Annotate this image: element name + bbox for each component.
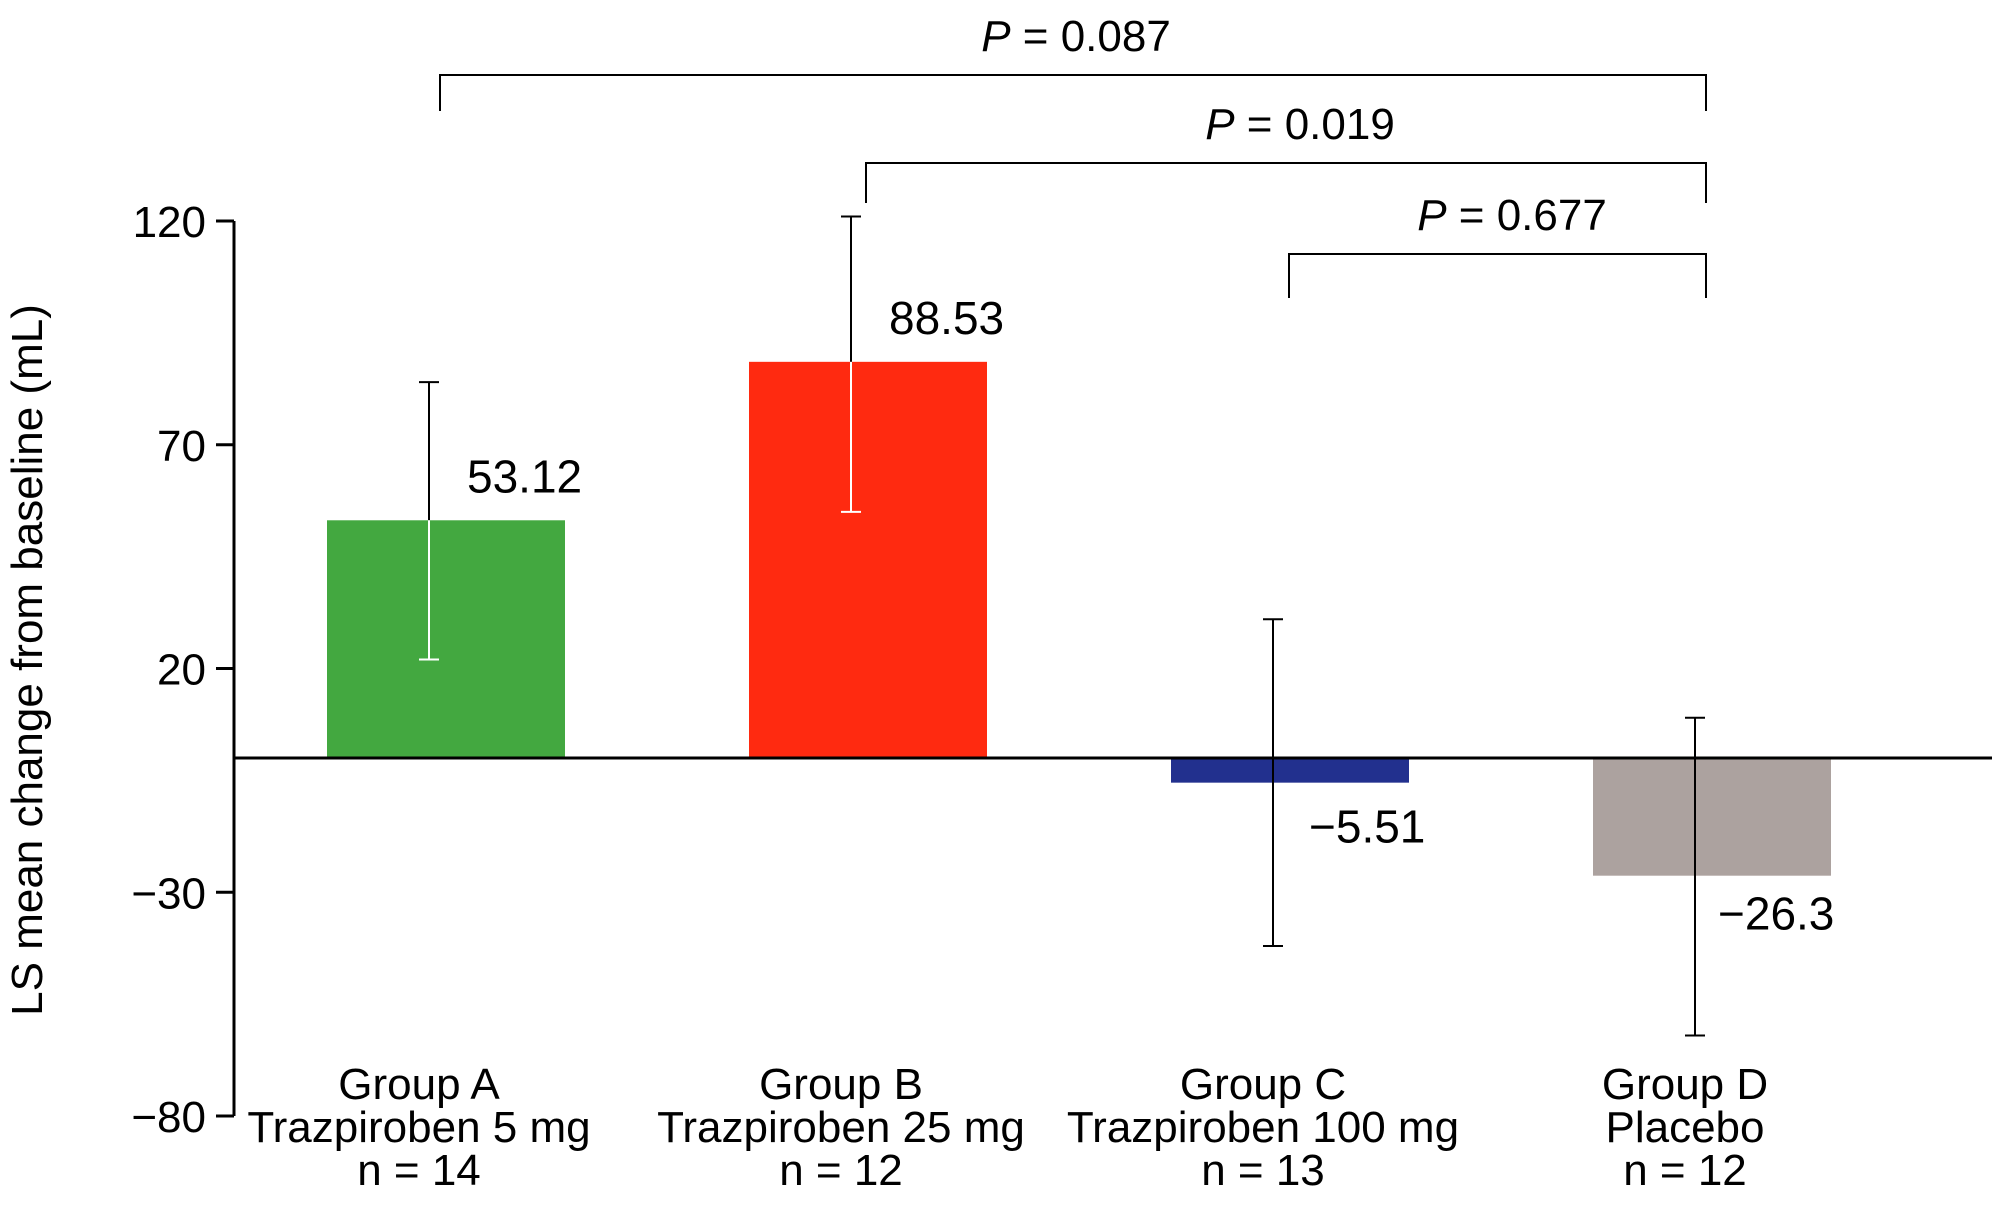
y-tick-label: −30 xyxy=(131,869,206,918)
category-label: n = 12 xyxy=(1623,1146,1747,1195)
p-symbol: P xyxy=(1417,191,1447,240)
bar xyxy=(749,361,987,758)
p-value: = 0.019 xyxy=(1235,100,1395,149)
axes: −80 −30 20 70 120 xyxy=(131,198,1992,1142)
category-label: n = 13 xyxy=(1201,1146,1325,1195)
category-label: Group C xyxy=(1180,1060,1346,1109)
category-label: Group A xyxy=(338,1060,500,1109)
error-bars xyxy=(419,215,1705,1037)
bar xyxy=(1593,758,1831,876)
y-tick-label: 20 xyxy=(157,646,206,695)
p-value-label: P = 0.087 xyxy=(981,12,1171,61)
category-label: n = 14 xyxy=(357,1146,481,1195)
p-value: = 0.087 xyxy=(1011,12,1171,61)
category-label: Group D xyxy=(1602,1060,1768,1109)
p-symbol: P xyxy=(1205,100,1235,149)
category-label: Placebo xyxy=(1605,1103,1764,1152)
data-label: 88.53 xyxy=(889,292,1004,344)
p-value-label: P = 0.677 xyxy=(1417,191,1607,240)
bar xyxy=(1171,758,1409,783)
category-label: Trazpiroben 5 mg xyxy=(247,1103,590,1152)
p-value: = 0.677 xyxy=(1447,191,1607,240)
significance-bracket xyxy=(865,162,1707,203)
category-label: Group B xyxy=(759,1060,923,1109)
bar xyxy=(327,520,565,758)
data-label: 53.12 xyxy=(467,450,582,502)
category-label: Trazpiroben 100 mg xyxy=(1067,1103,1459,1152)
category-label: Trazpiroben 25 mg xyxy=(657,1103,1025,1152)
data-label: −5.51 xyxy=(1309,801,1425,853)
y-tick-label: 120 xyxy=(133,198,206,247)
category-label: n = 12 xyxy=(779,1146,903,1195)
p-value-label: P = 0.019 xyxy=(1205,100,1395,149)
p-symbol: P xyxy=(981,12,1011,61)
bars xyxy=(327,361,1831,876)
y-tick-label: −80 xyxy=(131,1093,206,1142)
significance-bracket xyxy=(1288,253,1707,298)
y-tick-label: 70 xyxy=(157,422,206,471)
y-axis-title: LS mean change from baseline (mL) xyxy=(3,304,52,1016)
significance-bracket xyxy=(439,74,1707,111)
data-label: −26.3 xyxy=(1718,888,1834,940)
